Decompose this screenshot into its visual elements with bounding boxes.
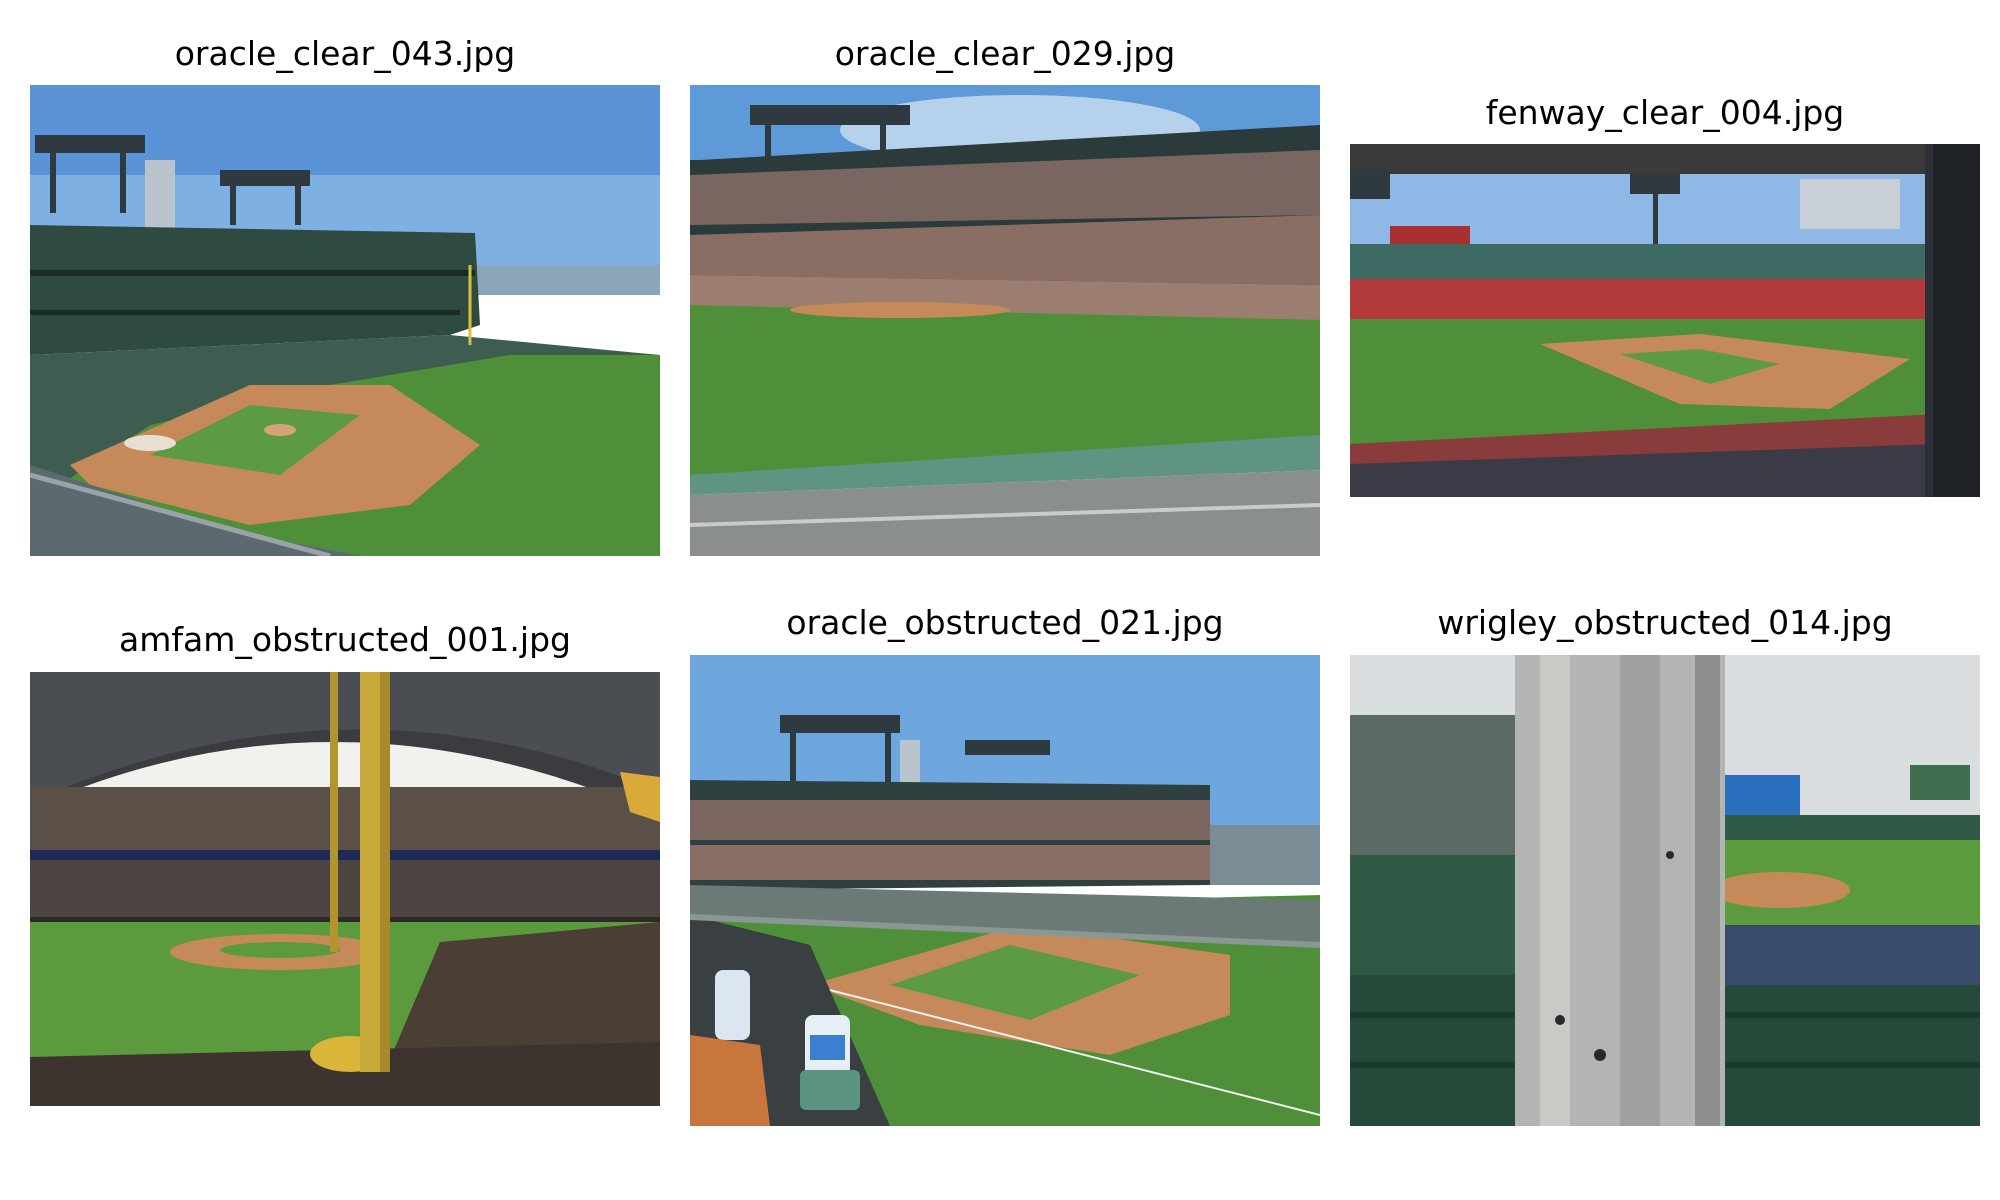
ballpark-photo-fenway-clear-004 bbox=[1350, 144, 1980, 497]
ballpark-photo-oracle-obstructed-021 bbox=[690, 655, 1320, 1126]
ballpark-photo-amfam-obstructed-001 bbox=[30, 672, 660, 1106]
image-caption: amfam_obstructed_001.jpg bbox=[119, 620, 571, 659]
image-cell-6: wrigley_obstructed_014.jpg bbox=[1350, 600, 1980, 1126]
image-caption: wrigley_obstructed_014.jpg bbox=[1437, 603, 1893, 642]
image-cell-1: oracle_clear_043.jpg bbox=[30, 30, 660, 556]
image-caption: oracle_obstructed_021.jpg bbox=[786, 603, 1224, 642]
ballpark-photo-oracle-clear-029 bbox=[690, 85, 1320, 556]
image-cell-4: amfam_obstructed_001.jpg bbox=[30, 618, 660, 1106]
image-cell-3: fenway_clear_004.jpg bbox=[1350, 90, 1980, 497]
image-cell-2: oracle_clear_029.jpg bbox=[690, 30, 1320, 556]
ballpark-photo-wrigley-obstructed-014 bbox=[1350, 655, 1980, 1126]
image-caption: oracle_clear_043.jpg bbox=[174, 34, 516, 73]
image-caption: fenway_clear_004.jpg bbox=[1485, 93, 1845, 132]
image-caption: oracle_clear_029.jpg bbox=[834, 34, 1176, 73]
ballpark-photo-oracle-clear-043 bbox=[30, 85, 660, 556]
image-cell-5: oracle_obstructed_021.jpg bbox=[690, 600, 1320, 1126]
